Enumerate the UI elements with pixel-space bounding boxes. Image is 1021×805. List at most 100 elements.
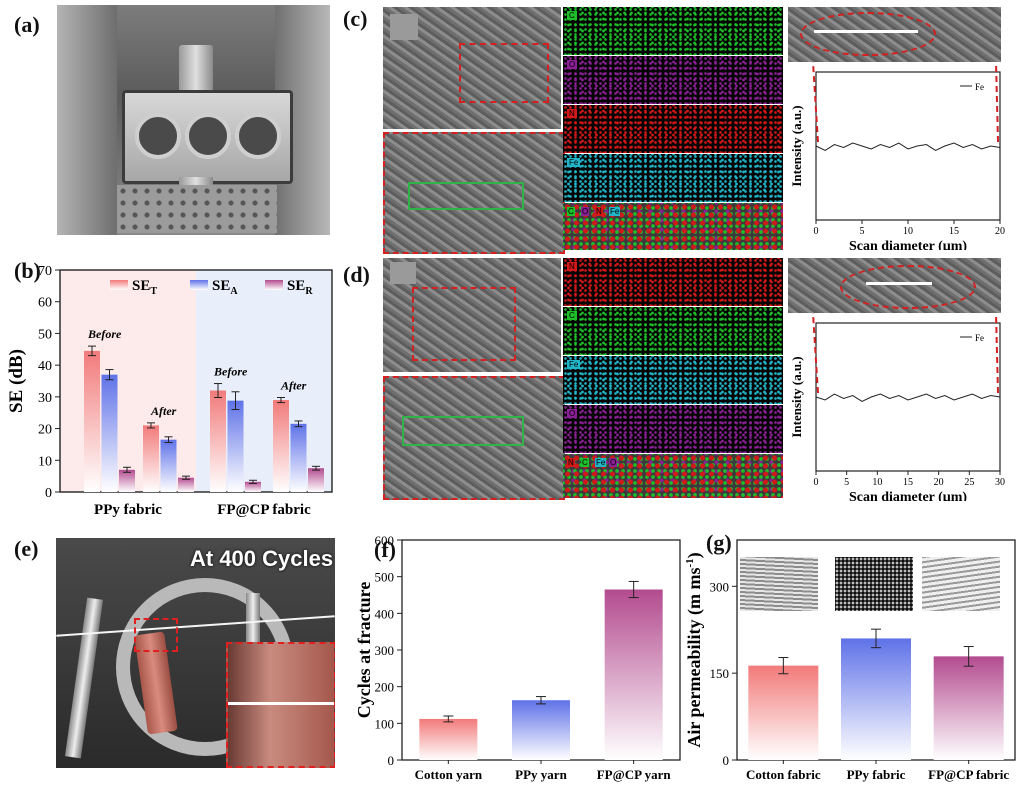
x-tick-label: PPy fabric xyxy=(847,767,906,782)
annotation-after: After xyxy=(150,404,177,418)
bar-SE_R xyxy=(119,469,135,492)
x-tick-label: Cotton fabric xyxy=(746,767,821,782)
legend-swatch xyxy=(110,280,128,290)
eds-element-tag: O xyxy=(567,60,578,69)
line-fe xyxy=(815,393,1001,403)
sem-image-zoom-d xyxy=(383,376,565,500)
x-tick-label: 0 xyxy=(814,226,819,237)
cycles-overlay-text: At 400 Cycles xyxy=(190,546,334,571)
group-label-ppy: PPy fabric xyxy=(94,502,162,518)
eds-map-column-d: N C Fe O N C Fe O xyxy=(563,258,783,498)
eds-overlay-tag: Fe xyxy=(595,458,607,467)
y-axis-title: Air permeability (m ms-1) xyxy=(684,552,705,747)
y-axis-title: Intensity (a.u.) xyxy=(789,105,804,186)
bar-cotton-fabric xyxy=(748,665,819,760)
legend-label: Fe xyxy=(975,82,984,92)
eds-map-fe: Fe xyxy=(563,154,783,202)
eds-overlay-tag: Fe xyxy=(609,207,621,216)
x-tick-label: Cotton yarn xyxy=(415,767,483,782)
sem-inset-marker xyxy=(390,14,418,40)
plot-frame xyxy=(815,322,1001,472)
y-tick-label: 100 xyxy=(375,716,395,731)
bar-SE_R xyxy=(245,481,261,492)
bar-SE_T xyxy=(273,400,289,492)
group-label-fpcp: FP@CP fabric xyxy=(217,502,311,518)
eds-overlay-tag: N xyxy=(567,458,575,467)
y-tick-label: 0 xyxy=(723,753,730,768)
cycles-bar-chart: 0 100 200 300 400 500 600 Cotton yarn PPy yarn FP… xyxy=(354,533,681,782)
bar-SE_T xyxy=(210,390,226,492)
legend-swatch xyxy=(190,280,208,290)
eds-overlay-tag: O xyxy=(609,458,618,467)
eds-element-tag: N xyxy=(567,262,577,271)
eds-element-tag: N xyxy=(567,109,577,118)
eds-map-o: O xyxy=(563,56,783,104)
scan-ellipse-d xyxy=(840,265,976,309)
y-tick-label: 300 xyxy=(710,579,730,594)
sem-inset-marker-d xyxy=(390,262,416,284)
panel-label-b: (b) xyxy=(14,258,41,283)
y-tick-label: 20 xyxy=(38,423,52,438)
y-tick-label: 30 xyxy=(38,391,52,406)
panel-label-g: (g) xyxy=(706,530,732,555)
y-tick-label: 40 xyxy=(38,359,52,374)
zoom-box-red-d xyxy=(412,287,516,361)
yarn-test-photo xyxy=(56,538,335,768)
machine-photo xyxy=(57,5,330,235)
y-tick-label: 50 xyxy=(38,327,52,342)
se-bar-chart: 0 10 20 30 40 50 60 70 SE (dB) Before After Before A… xyxy=(6,264,333,518)
line-fe xyxy=(815,142,1001,152)
panel-label-a: (a) xyxy=(14,12,40,37)
annotation-before: Before xyxy=(87,327,122,341)
legend-label: Fe xyxy=(975,333,984,343)
y-axis-title: SE (dB) xyxy=(6,349,27,413)
zoom-connector xyxy=(995,313,999,394)
panel-label-c: (c) xyxy=(343,6,368,31)
panel-label-f: (f) xyxy=(374,537,396,562)
zoom-connector xyxy=(995,62,999,143)
y-axis-title: Intensity (a.u.) xyxy=(789,356,804,437)
eds-map-n: N xyxy=(563,105,783,153)
x-axis-title: Scan diameter (μm) xyxy=(849,239,967,250)
x-tick-label: 15 xyxy=(949,226,959,237)
zoom-box-red xyxy=(459,43,549,103)
zoom-box-green-d xyxy=(402,416,524,446)
fe-linescan-chart-c: 0 5 10 15 20 Fe Scan diameter (μm) Intensity (a… xyxy=(789,62,1005,250)
eds-map-c: C xyxy=(563,7,783,55)
eds-overlay-map: C O N Fe xyxy=(563,203,783,250)
y-tick-label: 200 xyxy=(375,680,395,695)
y-tick-label: 600 xyxy=(375,533,395,548)
annotation-after: After xyxy=(280,378,307,392)
eds-element-tag: C xyxy=(567,11,577,20)
scan-line-d xyxy=(866,282,932,285)
bar-SE_R xyxy=(308,468,324,492)
x-tick-label: 30 xyxy=(995,477,1005,488)
y-tick-label: 60 xyxy=(38,296,52,311)
fe-linescan-chart-d: 0 5 10 15 20 25 30 Fe Scan diameter (μm) Intensit… xyxy=(789,313,1005,501)
plot-frame xyxy=(59,269,333,493)
fabric-swatch xyxy=(922,557,1000,611)
sem-image-zoom xyxy=(383,132,565,254)
eds-overlay-tag: C xyxy=(567,207,575,216)
x-tick-label: 5 xyxy=(844,477,849,488)
fabric-swatch xyxy=(835,557,913,611)
x-tick-label: PPy yarn xyxy=(515,767,567,782)
bar-SE_A xyxy=(227,400,244,492)
scan-line xyxy=(814,30,918,33)
y-tick-label: 0 xyxy=(45,486,52,501)
y-tick-label: 300 xyxy=(375,643,395,658)
x-tick-label: 10 xyxy=(903,226,913,237)
bar-SE_R xyxy=(178,477,194,492)
zoom-box-green xyxy=(408,182,524,210)
y-tick-label: 400 xyxy=(375,606,395,621)
bar-SE_A xyxy=(160,439,177,492)
eds-map-o: O xyxy=(563,405,783,453)
eds-element-tag: Fe xyxy=(567,360,581,369)
y-axis-title: Cycles at fracture xyxy=(354,582,374,719)
bar-fp-cp-fabric xyxy=(933,656,1004,760)
x-tick-label: 5 xyxy=(860,226,865,237)
bar-SE_A xyxy=(290,423,307,492)
eds-overlay-tag: O xyxy=(581,207,590,216)
x-tick-label: 10 xyxy=(872,477,882,488)
eds-map-column: C O N Fe C O N Fe xyxy=(563,7,783,250)
